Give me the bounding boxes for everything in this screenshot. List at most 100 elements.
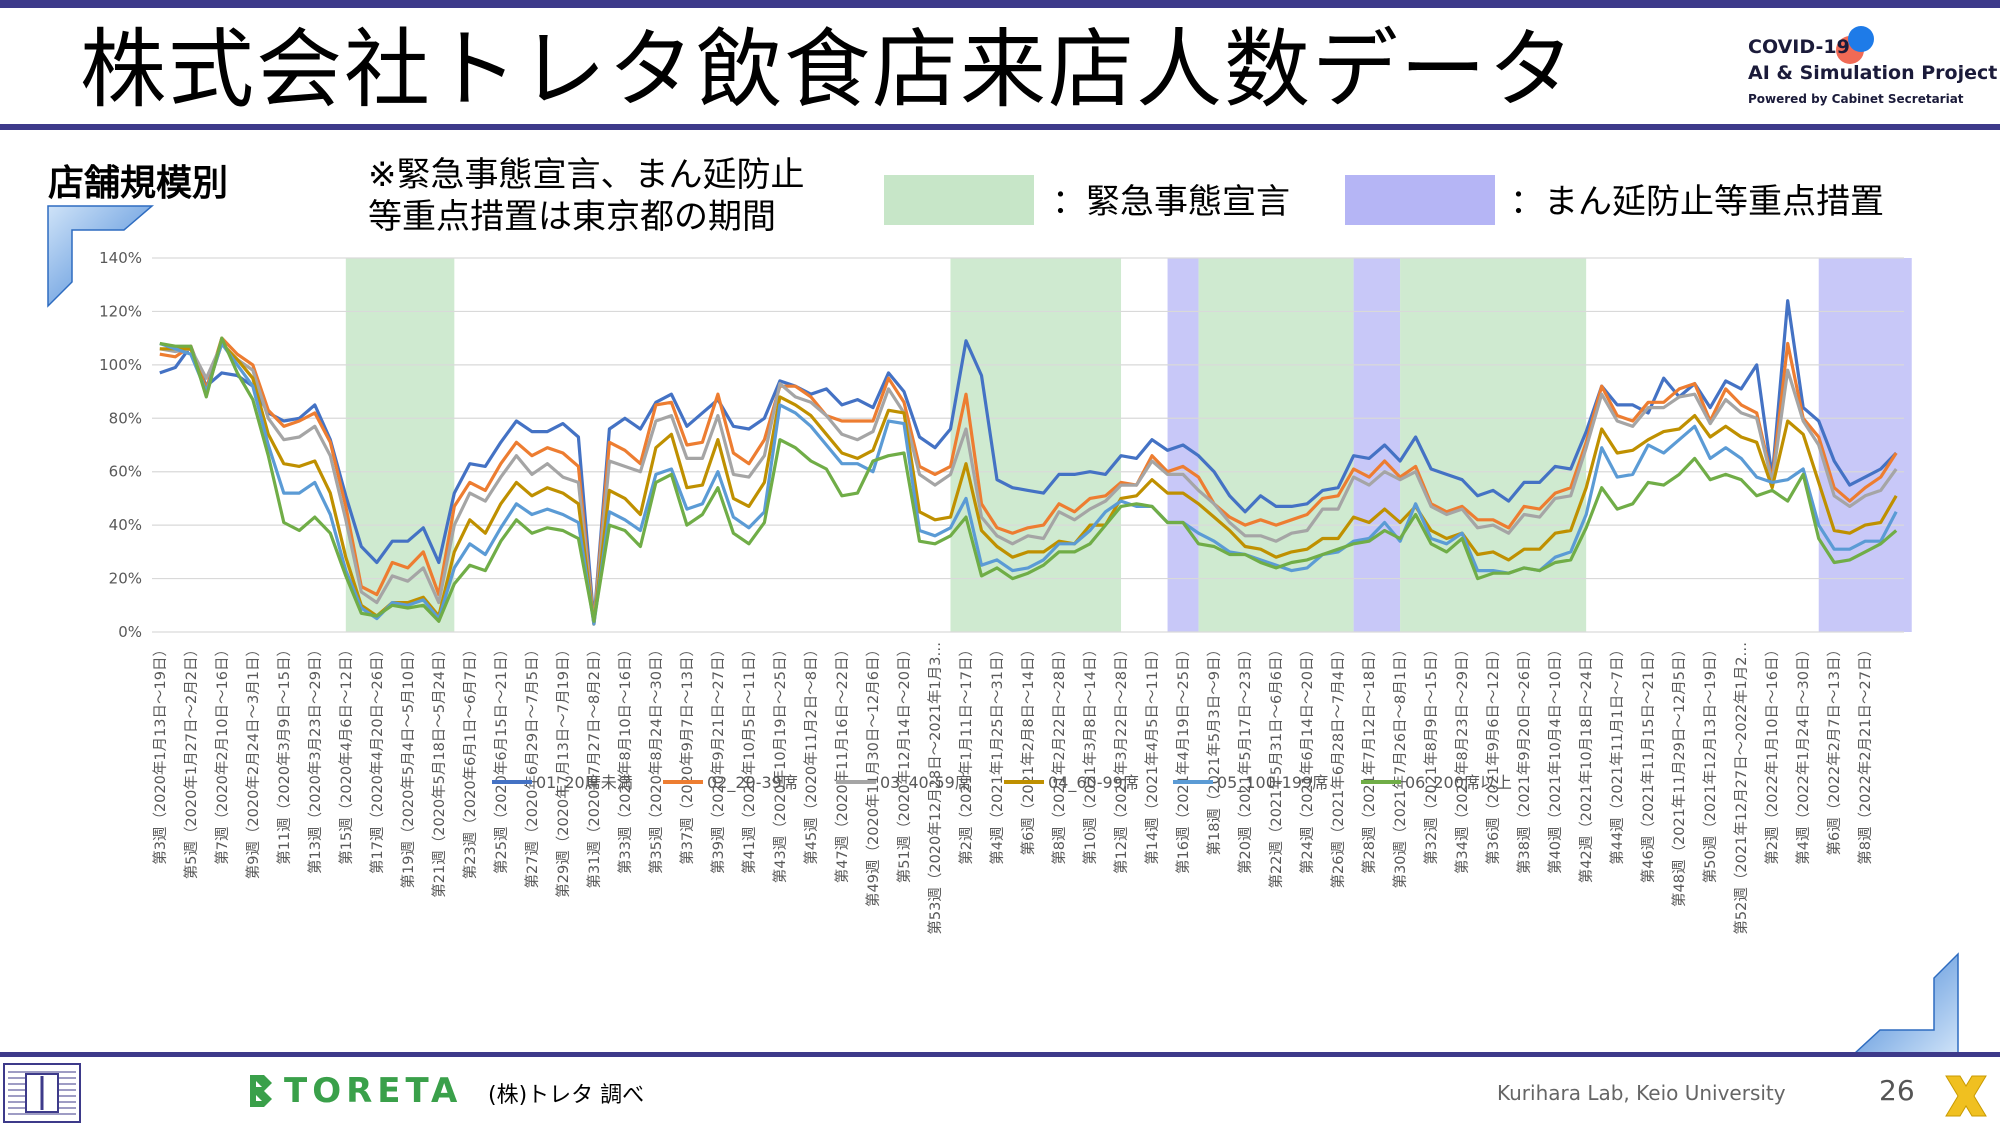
x-tick-label: 第39週（2020年9月21日～27日） bbox=[709, 642, 727, 874]
x-tick-label: 第8週（2021年2月22日～28日） bbox=[1050, 642, 1068, 865]
x-tick-label: 第42週（2021年10月18日～24日） bbox=[1577, 642, 1595, 883]
period-note-line1: ※緊急事態宣言、まん延防止 bbox=[368, 155, 805, 195]
y-tick-label: 100% bbox=[99, 356, 142, 374]
section-label: 店舗規模別 bbox=[48, 163, 229, 204]
legend-label: 03_40-59席 bbox=[880, 773, 971, 793]
series-line-05_100-199席 bbox=[159, 341, 1898, 626]
x-tick-label: 第31週（2020年7月27日～8月2日） bbox=[585, 642, 603, 888]
priority-measures-period-band bbox=[1818, 258, 1912, 632]
emergency-legend-label: ：緊急事態宣言 bbox=[1052, 182, 1290, 222]
x-tick-label: 第50週（2021年12月13日～19日） bbox=[1701, 642, 1719, 883]
legend-label: 02_20-39席 bbox=[707, 773, 798, 793]
x-tick-label: 第22週（2021年5月31日～6月6日） bbox=[1267, 642, 1285, 888]
x-tick-label: 第6週（2022年2月7日～13日） bbox=[1825, 642, 1843, 856]
footer-rule bbox=[0, 1052, 2000, 1057]
emergency-period-band bbox=[1198, 258, 1354, 632]
emergency-swatch bbox=[884, 175, 1034, 225]
x-tick-label: 第32週（2021年8月9日～15日） bbox=[1422, 642, 1440, 865]
lab-emblem-icon bbox=[3, 1063, 81, 1123]
x-tick-label: 第25週（2020年6月15日～21日） bbox=[492, 642, 510, 874]
x-tick-label: 第47週（2020年11月16日～22日） bbox=[833, 642, 851, 883]
x-tick-label: 第45週（2020年11月2日～8日） bbox=[802, 642, 820, 865]
x-tick-label: 第48週（2021年11月29日～12月5日） bbox=[1670, 642, 1688, 907]
x-tick-label: 第4週（2021年1月25日～31日） bbox=[988, 642, 1006, 865]
toreta-logo: TORETA bbox=[246, 1071, 462, 1111]
x-tick-label: 第20週（2021年5月17日～23日） bbox=[1236, 642, 1254, 874]
top-accent-bar bbox=[0, 0, 2000, 8]
series-line-02_20-39席 bbox=[159, 336, 1898, 626]
x-tick-label: 第43週（2020年10月19日～25日） bbox=[771, 642, 789, 883]
priority-measures-period-band bbox=[1353, 258, 1401, 632]
x-tick-label: 第53週（2020年12月28日～2021年1月3… bbox=[926, 642, 944, 935]
x-tick-label: 第3週（2020年1月13日～19日） bbox=[151, 642, 169, 865]
x-tick-label: 第7週（2020年2月10日～16日） bbox=[213, 642, 231, 865]
keio-x-icon bbox=[1945, 1075, 1987, 1117]
toreta-wordmark: TORETA bbox=[284, 1071, 463, 1111]
y-tick-label: 0% bbox=[118, 623, 142, 641]
x-tick-label: 第6週（2021年2月8日～14日） bbox=[1019, 642, 1037, 856]
y-tick-label: 80% bbox=[109, 409, 142, 427]
x-tick-label: 第19週（2020年5月4日～5月10日） bbox=[399, 642, 417, 888]
title-underline bbox=[0, 124, 2000, 130]
y-tick-label: 20% bbox=[109, 570, 142, 588]
covid-ai-project-logo: COVID-19 AI & Simulation Project Powered… bbox=[1740, 22, 1997, 114]
x-tick-label: 第26週（2021年6月28日～7月4日） bbox=[1329, 642, 1347, 888]
period-note: ※緊急事態宣言、まん延防止 等重点措置は東京都の期間 bbox=[368, 154, 805, 238]
lab-credit: Kurihara Lab, Keio University bbox=[1497, 1081, 1786, 1105]
series-line-04_60-99席 bbox=[159, 341, 1898, 626]
x-tick-label: 第4週（2022年1月24日～30日） bbox=[1794, 642, 1812, 865]
period-note-line2: 等重点措置は東京都の期間 bbox=[368, 197, 776, 237]
x-tick-label: 第21週（2020年5月18日～5月24日） bbox=[430, 642, 448, 898]
x-tick-label: 第38週（2021年9月20日～26日） bbox=[1515, 642, 1533, 874]
x-tick-label: 第44週（2021年11月1日～7日） bbox=[1608, 642, 1626, 865]
legend-label: 06_200席以上 bbox=[1405, 773, 1512, 793]
y-tick-label: 60% bbox=[109, 463, 142, 481]
page-number: 26 bbox=[1879, 1074, 1915, 1107]
priority-measures-legend-label: ：まん延防止等重点措置 bbox=[1510, 182, 1884, 222]
x-tick-label: 第17週（2020年4月20日～26日） bbox=[368, 642, 386, 874]
x-tick-label: 第36週（2021年9月6日～12日） bbox=[1484, 642, 1502, 865]
x-tick-label: 第24週（2021年6月14日～20日） bbox=[1298, 642, 1316, 874]
corner-ornament-bottom-icon bbox=[1852, 952, 1959, 1055]
series-line-03_40-59席 bbox=[159, 341, 1898, 626]
emergency-period-band bbox=[1400, 258, 1587, 632]
x-tick-label: 第2週（2022年1月10日～16日） bbox=[1763, 642, 1781, 865]
x-tick-label: 第15週（2020年4月6日～12日） bbox=[337, 642, 355, 865]
x-tick-label: 第41週（2020年10月5日～11日） bbox=[740, 642, 758, 874]
legend-label: 01_20席未満 bbox=[536, 773, 633, 793]
x-tick-label: 第13週（2020年3月23日～29日） bbox=[306, 642, 324, 874]
x-tick-label: 第18週（2021年5月3日～9日） bbox=[1205, 642, 1223, 856]
slide-title: 株式会社トレタ飲食店来店人数データ bbox=[80, 20, 1576, 120]
series-line-01_20席未満 bbox=[159, 299, 1898, 623]
x-tick-label: 第23週（2020年6月1日～6月7日） bbox=[461, 642, 479, 879]
x-tick-label: 第16週（2021年4月19日～25日） bbox=[1174, 642, 1192, 874]
series-line-06_200席以上 bbox=[159, 336, 1898, 623]
x-tick-label: 第12週（2021年3月22日～28日） bbox=[1112, 642, 1130, 874]
logo-line1: COVID-19 bbox=[1748, 36, 1850, 58]
x-tick-label: 第14週（2021年4月5日～11日） bbox=[1143, 642, 1161, 865]
y-tick-label: 120% bbox=[99, 302, 142, 320]
x-tick-label: 第8週（2022年2月21日～27日） bbox=[1856, 642, 1874, 865]
x-tick-label: 第27週（2020年6月29日～7月5日） bbox=[523, 642, 541, 888]
x-tick-label: 第28週（2021年7月12日～18日） bbox=[1360, 642, 1378, 874]
y-tick-label: 40% bbox=[109, 516, 142, 534]
x-tick-label: 第46週（2021年11月15日～21日） bbox=[1639, 642, 1657, 883]
legend-label: 05_100-199席 bbox=[1217, 773, 1328, 793]
x-tick-label: 第33週（2020年8月10日～16日） bbox=[616, 642, 634, 874]
x-tick-label: 第37週（2020年9月7日～13日） bbox=[678, 642, 696, 865]
x-tick-label: 第34週（2021年8月23日～29日） bbox=[1453, 642, 1471, 874]
data-source: (株)トレタ 調べ bbox=[488, 1083, 645, 1108]
priority-measures-swatch bbox=[1345, 175, 1495, 225]
x-tick-label: 第35週（2020年8月24日～30日） bbox=[647, 642, 665, 874]
logo-line3: Powered by Cabinet Secretariat bbox=[1748, 92, 1964, 106]
toreta-leaf-icon bbox=[250, 1075, 272, 1107]
x-tick-label: 第30週（2021年7月26日～8月1日） bbox=[1391, 642, 1409, 888]
x-tick-label: 第5週（2020年1月27日～2月2日） bbox=[182, 642, 200, 879]
x-tick-label: 第29週（2020年7月13日～7月19日） bbox=[554, 642, 572, 898]
x-tick-label: 第52週（2021年12月27日～2022年1月2… bbox=[1732, 642, 1750, 935]
emergency-period-band bbox=[950, 258, 1122, 632]
emergency-period-band bbox=[345, 258, 455, 632]
x-tick-label: 第51週（2020年12月14日～20日） bbox=[895, 642, 913, 883]
visitor-count-line-chart: 0% 20% 40% 60% 80% 100% 120% 140% 第3週（2020年1月13日… bbox=[99, 249, 1912, 935]
x-tick-label: 第10週（2021年3月8日～14日） bbox=[1081, 642, 1099, 865]
